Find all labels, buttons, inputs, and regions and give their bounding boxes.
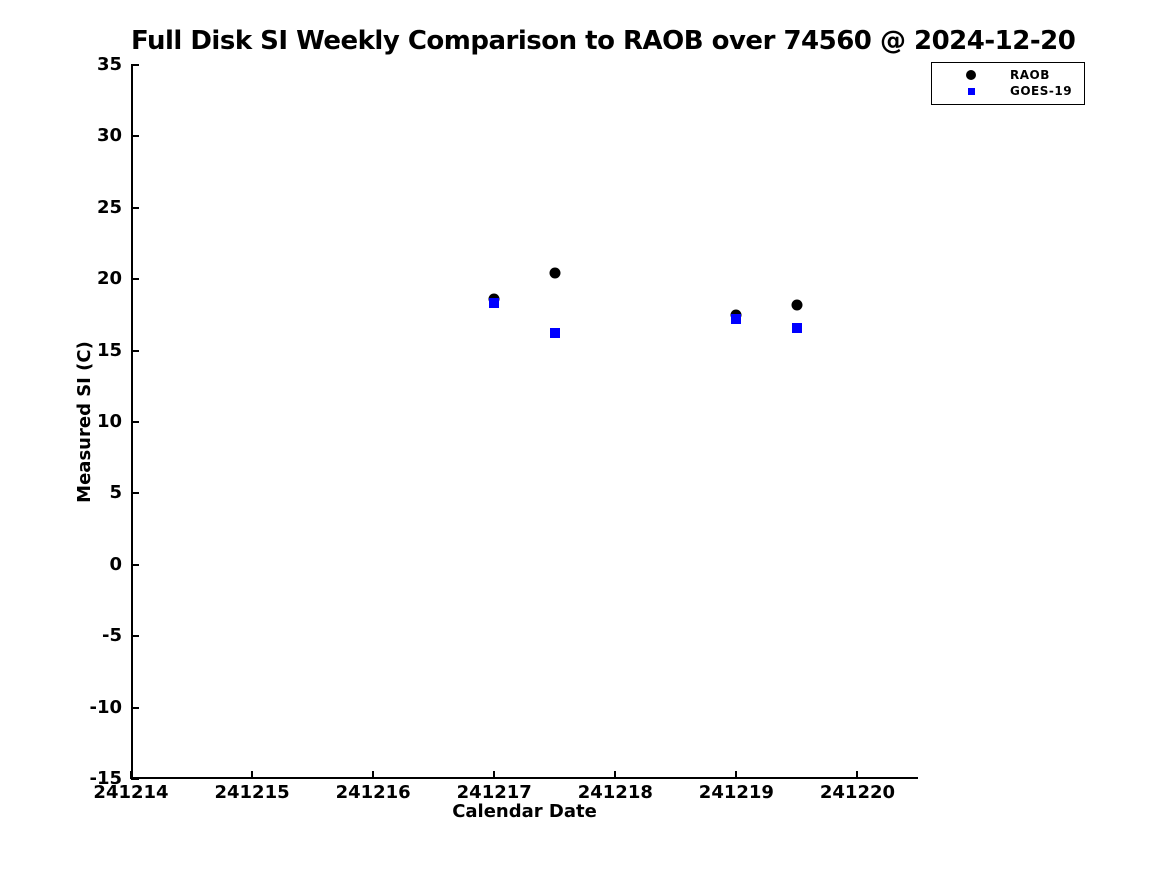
raob-marker-icon	[966, 70, 976, 80]
x-tick-label: 241217	[456, 782, 532, 803]
legend: RAOB GOES-19	[931, 62, 1085, 105]
chart-title: Full Disk SI Weekly Comparison to RAOB o…	[131, 26, 1076, 56]
data-point-goes-19	[791, 322, 802, 333]
y-tick-mark	[131, 349, 139, 352]
data-point-goes-19	[549, 328, 560, 339]
y-tick-mark	[131, 778, 139, 780]
x-tick-label: 241220	[819, 782, 896, 803]
x-axis-label: Calendar Date	[452, 801, 597, 822]
legend-marker-cell	[932, 87, 1010, 95]
y-tick-label: 10	[96, 411, 122, 432]
legend-item-raob: RAOB	[932, 67, 1084, 83]
y-tick-label: 5	[109, 482, 122, 504]
y-tick-label: 0	[109, 553, 122, 575]
y-tick-label: 20	[96, 268, 122, 290]
plot-area	[131, 65, 918, 779]
legend-item-goes-19: GOES-19	[932, 83, 1084, 99]
x-tick-mark	[493, 771, 496, 779]
legend-marker-cell	[932, 70, 1010, 80]
data-point-raob	[549, 267, 561, 279]
x-tick-mark	[130, 771, 132, 779]
y-tick-mark	[131, 563, 139, 566]
data-point-raob	[791, 299, 803, 311]
x-tick-label: 241216	[335, 782, 411, 803]
x-tick-mark	[856, 771, 859, 779]
x-tick-label: 241215	[214, 782, 290, 803]
x-tick-mark	[251, 771, 254, 779]
y-tick-label: 35	[96, 54, 122, 75]
y-tick-label: -10	[89, 696, 122, 718]
x-tick-mark	[614, 771, 617, 779]
x-tick-mark	[372, 771, 375, 779]
x-tick-label: 241214	[93, 782, 169, 803]
y-tick-mark	[131, 421, 139, 423]
y-tick-mark	[131, 206, 139, 209]
x-tick-label: 241219	[698, 782, 774, 803]
y-tick-label: 25	[96, 196, 122, 218]
y-tick-label: 15	[96, 339, 122, 361]
y-tick-label: 30	[96, 125, 122, 147]
legend-label: GOES-19	[1010, 84, 1073, 98]
data-point-goes-19	[731, 314, 742, 325]
y-tick-mark	[131, 492, 139, 495]
y-tick-mark	[131, 706, 139, 709]
data-point-goes-19	[489, 298, 500, 309]
legend-label: RAOB	[1010, 68, 1050, 82]
y-tick-mark	[131, 135, 139, 138]
y-tick-label: -15	[89, 768, 122, 789]
y-tick-mark	[131, 635, 139, 638]
goes-19-marker-icon	[967, 87, 975, 95]
x-tick-label: 241218	[577, 782, 653, 803]
y-tick-mark	[131, 278, 139, 281]
y-tick-mark	[131, 64, 139, 66]
y-tick-label: -5	[102, 625, 122, 647]
x-tick-mark	[735, 771, 738, 779]
